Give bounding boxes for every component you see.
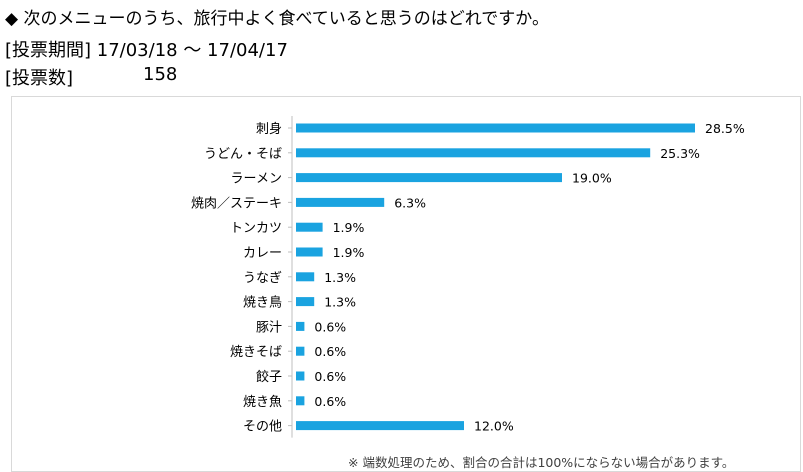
- voting-period: [投票期間] 17/03/18 ～ 17/04/17: [5, 40, 288, 61]
- bar: [296, 396, 305, 406]
- vote-count-label: [投票数]: [5, 68, 74, 89]
- value-label: 0.6%: [314, 344, 346, 359]
- category-label: 餃子: [256, 369, 282, 385]
- footnote: ※ 端数処理のため、割合の合計は100%にならない場合があります。: [348, 455, 735, 470]
- category-label: 焼肉／ステーキ: [191, 196, 282, 211]
- category-label: 豚汁: [256, 320, 282, 335]
- value-label: 25.3%: [660, 146, 700, 161]
- category-label: カレー: [243, 246, 282, 261]
- category-label: うどん・そば: [204, 147, 282, 162]
- category-label: その他: [243, 420, 282, 435]
- category-label: トンカツ: [230, 221, 282, 236]
- bar: [296, 197, 385, 207]
- value-label: 0.6%: [314, 394, 346, 409]
- bar: [296, 173, 562, 183]
- category-label: 刺身: [256, 121, 282, 137]
- bar: [296, 272, 315, 282]
- value-label: 28.5%: [705, 121, 745, 136]
- value-label: 0.6%: [314, 369, 346, 384]
- bar: [296, 346, 305, 356]
- bar: [296, 247, 323, 257]
- category-label: 焼き鳥: [243, 296, 282, 311]
- value-label: 1.3%: [324, 295, 356, 310]
- value-label: 6.3%: [394, 195, 426, 210]
- category-label: うなぎ: [243, 271, 282, 286]
- category-label: 焼きそば: [230, 345, 282, 360]
- bar: [296, 148, 651, 158]
- value-label: 12.0%: [474, 419, 514, 434]
- value-label: 1.9%: [333, 220, 365, 235]
- category-label: ラーメン: [231, 172, 282, 187]
- question-text: ◆ 次のメニューのうち、旅行中よく食べていると思うのはどれですか。: [5, 9, 549, 29]
- bar: [296, 222, 323, 232]
- category-label: 焼き魚: [243, 395, 282, 410]
- bar: [296, 297, 315, 307]
- value-label: 1.9%: [333, 245, 365, 260]
- value-label: 19.0%: [572, 171, 612, 186]
- value-label: 1.3%: [324, 270, 356, 285]
- value-label: 0.6%: [314, 319, 346, 334]
- bar: [296, 421, 464, 431]
- bar: [296, 321, 305, 331]
- vote-count-value: 158: [143, 64, 178, 85]
- bar: [296, 123, 695, 133]
- bar: [296, 371, 305, 381]
